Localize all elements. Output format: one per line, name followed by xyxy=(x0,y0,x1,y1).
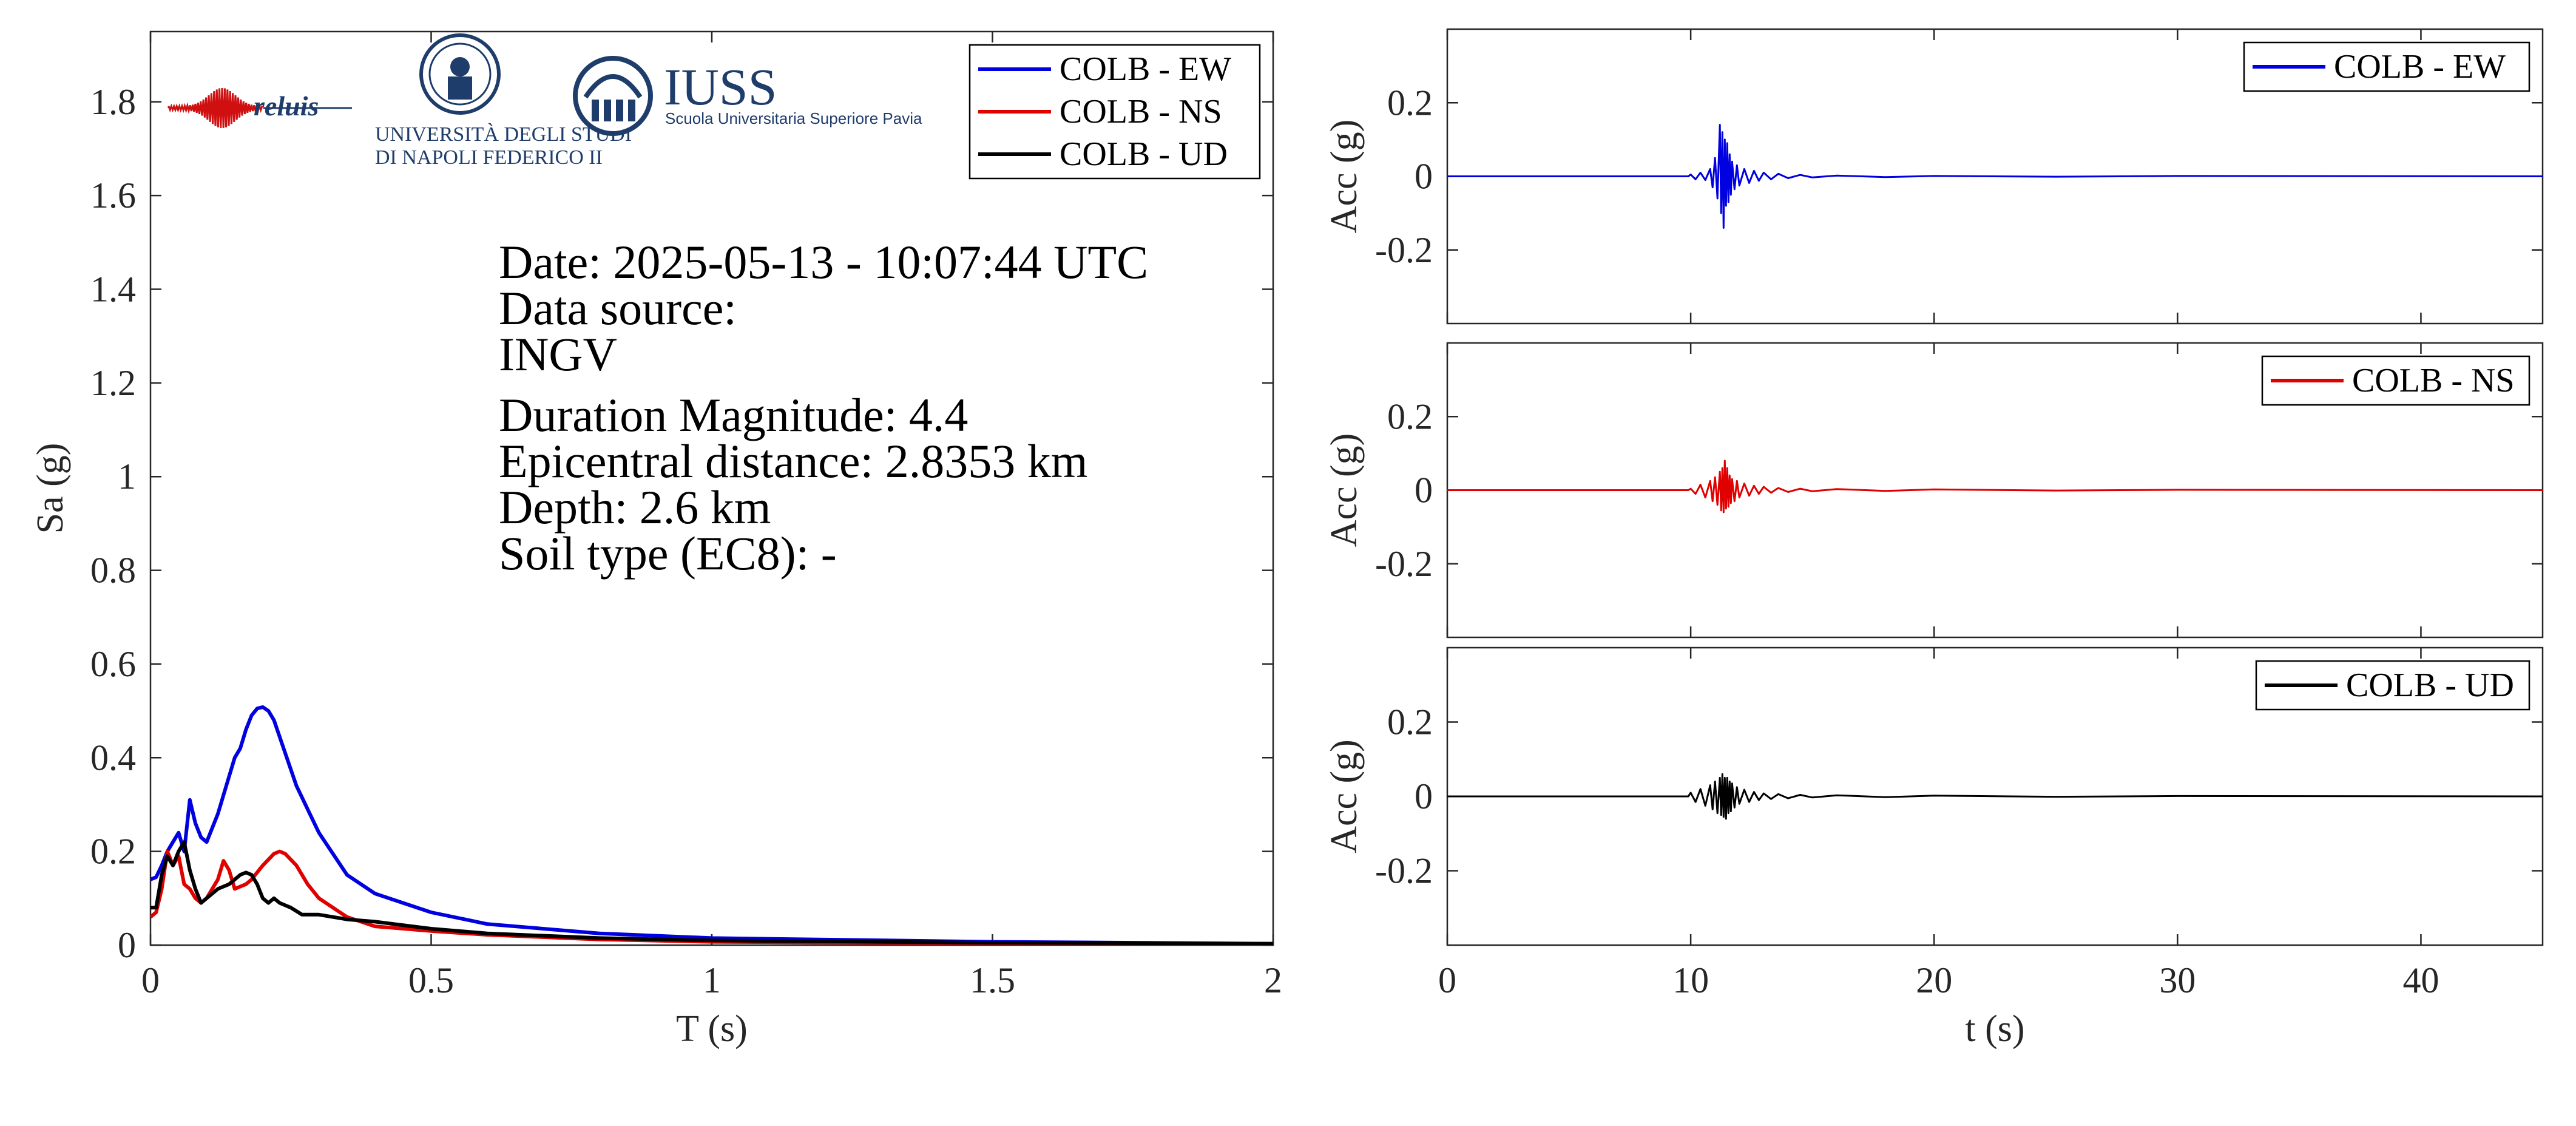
data-source-label: Data source: xyxy=(499,282,737,334)
y-tick-label: 1.6 xyxy=(90,175,136,215)
x-tick-label: 40 xyxy=(2402,960,2439,1000)
x-tick-label: 1.5 xyxy=(970,960,1015,1000)
legend-box xyxy=(2243,41,2530,92)
series-line-1 xyxy=(1447,124,2543,229)
series-line-2 xyxy=(150,849,1273,945)
event-magnitude: Duration Magnitude: 4.4 xyxy=(499,388,968,441)
x-tick-label: 10 xyxy=(1672,960,1709,1000)
legend-entry: COLB - NS xyxy=(1060,93,1222,131)
spectrum-chart: 0 0.5 1 1.5 2 0 0.2 0.4 0.6 0.8 1 1.2 1.4 1.6 1.8 T (s)… xyxy=(30,30,1282,1050)
x-tick-label: 0.5 xyxy=(408,960,454,1000)
y-axis-label: Sa (g) xyxy=(30,443,71,534)
data-source-value: INGV xyxy=(499,328,617,381)
event-date: Date: 2025-05-13 - 10:07:44 UTC xyxy=(499,236,1148,288)
event-info: Date: 2025-05-13 - 10:07:44 UTC Data sou… xyxy=(499,236,1148,580)
x-axis-label: t (s) xyxy=(1965,1008,2024,1050)
y-tick-label: 0 xyxy=(1415,776,1433,816)
legend-entry: COLB - UD xyxy=(1060,135,1228,173)
reluis-logo-text: reluis xyxy=(254,90,319,121)
y-tick-label: 1.2 xyxy=(90,363,136,403)
x-tick-label: 20 xyxy=(1916,960,1952,1000)
y-tick-label: 1 xyxy=(118,456,136,497)
legend-entry: COLB - NS xyxy=(2352,362,2515,399)
x-tick-label: 2 xyxy=(1264,960,1282,1000)
legend-entry: COLB - UD xyxy=(2346,666,2514,704)
iuss-logo-title: IUSS xyxy=(664,58,777,116)
series-line-1 xyxy=(1447,773,2543,820)
y-tick-label: 0.8 xyxy=(90,551,136,591)
y-tick-label: -0.2 xyxy=(1375,544,1433,584)
y-tick-label: 0.2 xyxy=(90,832,136,872)
x-axis-label: T (s) xyxy=(676,1008,748,1050)
y-tick-label: -0.2 xyxy=(1375,851,1433,891)
y-axis-label: Acc (g) xyxy=(1323,120,1365,234)
y-tick-label: 0 xyxy=(118,925,136,965)
y-tick-label: 0 xyxy=(1415,470,1433,510)
iuss-logo: IUSS Scuola Universitaria Superiore Pavi… xyxy=(573,56,922,136)
series-line-1 xyxy=(150,705,1273,945)
unina-logo-line2: DI NAPOLI FEDERICO II xyxy=(375,146,603,169)
y-tick-label: 0.4 xyxy=(90,738,136,778)
event-depth: Depth: 2.6 km xyxy=(499,481,771,534)
unina-logo: UNIVERSITÀ DEGLI STUDI DI NAPOLI FEDERIC… xyxy=(375,33,632,169)
x-tick-label: 0 xyxy=(1438,960,1456,1000)
y-tick-label: -0.2 xyxy=(1375,230,1433,270)
iuss-emblem-icon xyxy=(573,56,653,136)
accelerogram-ns-chart: -0.2 0 0.2 Acc (g) COLB - NS xyxy=(1323,342,2544,639)
y-tick-label: 0.2 xyxy=(1387,83,1433,123)
plot-area xyxy=(149,30,1274,946)
y-tick-label: 1.4 xyxy=(90,269,136,309)
soil-type: Soil type (EC8): - xyxy=(499,527,837,580)
y-tick-label: 0.2 xyxy=(1387,702,1433,742)
series-line-3 xyxy=(150,840,1273,945)
x-tick-label: 1 xyxy=(703,960,721,1000)
epicentral-distance: Epicentral distance: 2.8353 km xyxy=(499,435,1087,487)
university-seal-icon xyxy=(419,33,501,115)
x-tick-label: 30 xyxy=(2159,960,2196,1000)
accelerogram-ud-chart: 0 10 20 30 40 -0.2 0 0.2 t (s) Acc (g) COLB - UD xyxy=(1323,646,2544,1050)
y-axis-label: Acc (g) xyxy=(1323,739,1365,853)
y-axis-label: Acc (g) xyxy=(1323,433,1365,548)
legend-entry: COLB - EW xyxy=(2334,48,2506,86)
iuss-logo-subtitle: Scuola Universitaria Superiore Pavia xyxy=(665,109,922,127)
legend-entry: COLB - EW xyxy=(1060,50,1231,88)
seismogram-icon xyxy=(167,87,352,128)
y-tick-label: 0.2 xyxy=(1387,396,1433,436)
seismogram-icon-wave xyxy=(167,87,263,128)
series-line-1 xyxy=(1447,460,2543,514)
reluis-logo: reluis xyxy=(167,87,352,128)
y-tick-label: 1.8 xyxy=(90,82,136,122)
y-tick-label: 0.6 xyxy=(90,644,136,684)
y-tick-label: 0 xyxy=(1415,157,1433,197)
accelerogram-ew-chart: -0.2 0 0.2 Acc (g) COLB - EW xyxy=(1323,28,2544,325)
x-tick-label: 0 xyxy=(141,960,160,1000)
